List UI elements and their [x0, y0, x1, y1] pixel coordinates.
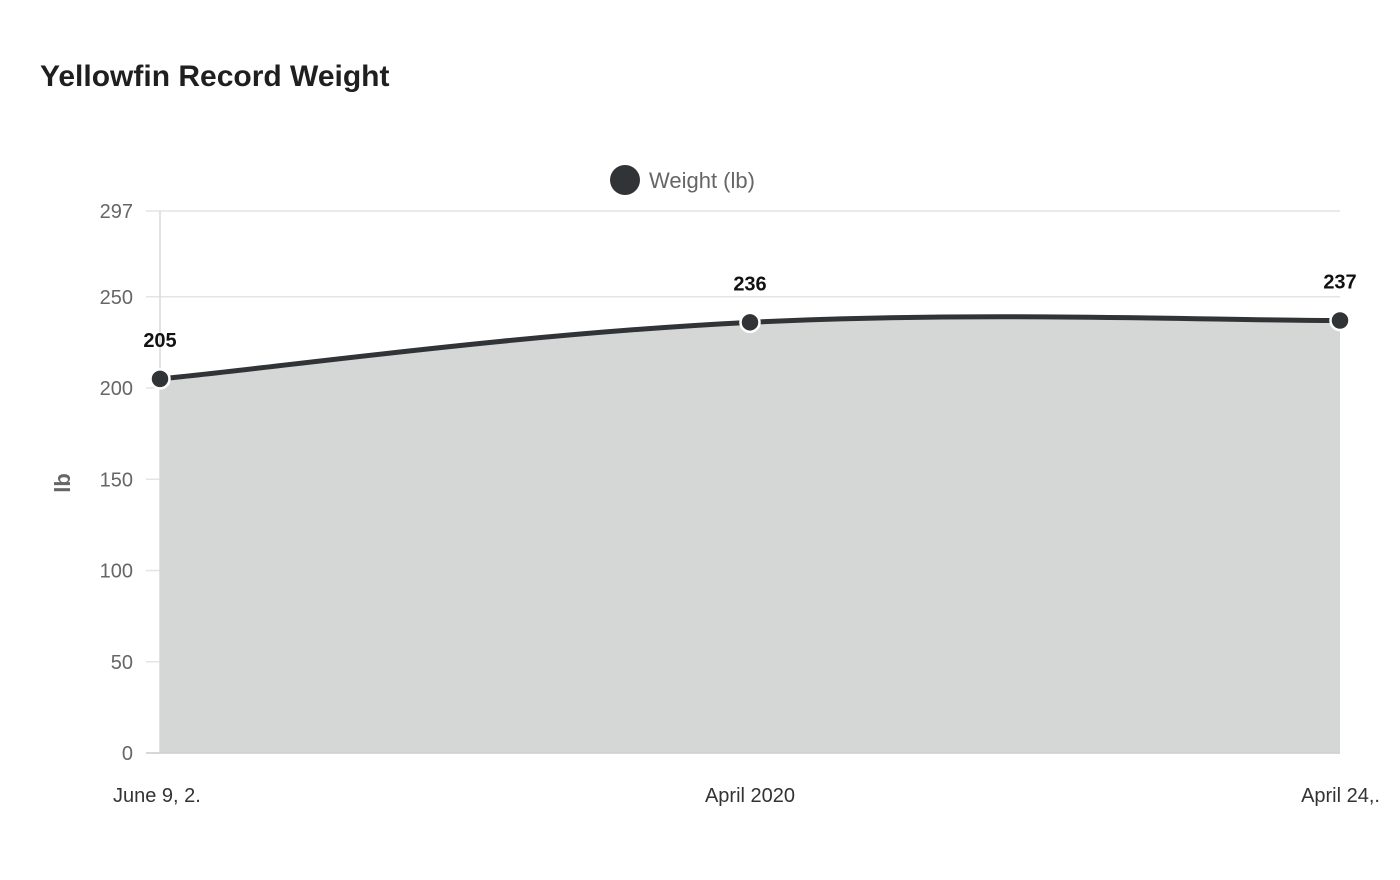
data-point[interactable]	[1329, 309, 1351, 332]
data-point[interactable]	[739, 311, 761, 334]
data-label: 237	[1323, 271, 1356, 293]
data-label: 236	[733, 273, 766, 295]
y-tick-label: 297	[100, 201, 133, 223]
legend-label: Weight (lb)	[649, 168, 755, 193]
area-fill	[160, 316, 1340, 753]
y-axis: 0 50 100 150 200 250 297	[100, 201, 161, 765]
y-tick-label: 50	[111, 652, 133, 674]
y-axis-label: lb	[50, 473, 75, 493]
y-tick-label: 250	[100, 287, 133, 309]
data-label: 205	[143, 330, 176, 352]
x-tick-label: April 2020	[705, 785, 795, 807]
y-tick-label: 200	[100, 378, 133, 400]
y-tick-label: 100	[100, 561, 133, 583]
data-points	[149, 309, 1351, 390]
x-axis: June 9, 2. April 2020 April 24,.	[113, 752, 1380, 807]
x-tick-label: April 24,.	[1301, 785, 1380, 807]
y-tick-label: 150	[100, 469, 133, 491]
y-tick-label: 0	[122, 743, 133, 765]
data-labels: 205 236 237	[143, 271, 1356, 351]
legend-marker	[610, 165, 640, 195]
legend[interactable]: Weight (lb)	[610, 165, 755, 195]
x-tick-label: June 9, 2.	[113, 785, 201, 807]
data-point[interactable]	[149, 368, 171, 390]
chart-title: Yellowfin Record Weight	[40, 60, 390, 93]
